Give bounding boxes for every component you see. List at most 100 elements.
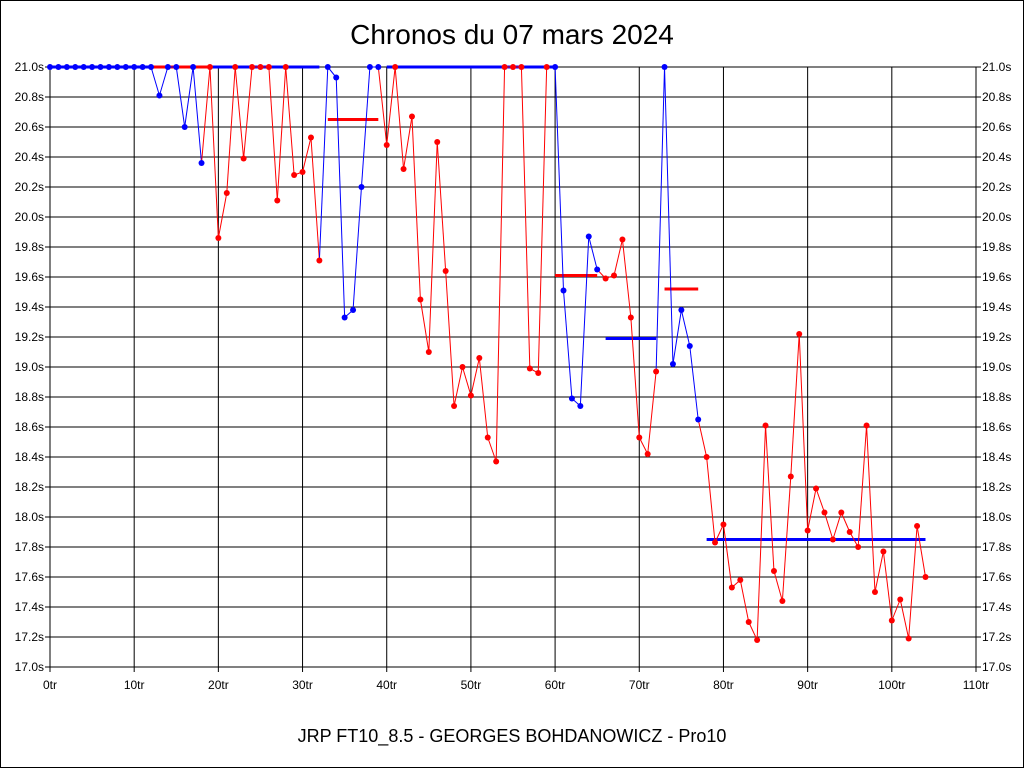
series-segment [874,551,884,593]
x-tick-label: 80tr [713,678,734,692]
y-tick-label-right: 18.8s [982,390,1011,404]
series-segment [823,512,834,540]
data-point [341,314,348,321]
data-point [72,64,79,70]
data-point [206,64,213,70]
series-segment [192,66,203,164]
series-segment [672,309,682,365]
data-point [888,617,895,624]
y-tick-label-right: 20.8s [982,90,1011,104]
data-point [619,236,626,243]
series-segment [201,66,211,164]
data-point [914,523,921,529]
data-point [400,166,407,172]
series-segment [739,579,750,623]
series-segment [537,66,548,374]
y-tick-label-left: 18.6s [15,420,44,434]
series-segment [621,239,632,318]
y-tick-label-left: 20.2s [15,180,44,194]
data-point [695,416,702,423]
series-segment [360,66,371,188]
data-point [518,64,525,70]
data-point [442,268,449,274]
data-point [240,155,247,162]
data-point [728,584,735,591]
series-segment [445,270,455,407]
series-segment [638,437,649,455]
series-segment [790,333,800,477]
data-point [173,64,180,70]
series-segment [226,66,236,194]
y-tick-label-right: 19.8s [982,240,1011,254]
data-point [114,64,121,70]
data-point [350,307,357,313]
x-tick-label: 20tr [208,678,229,692]
data-point [737,577,744,583]
series-segment [781,476,792,602]
data-point [770,568,777,574]
data-point [653,368,660,375]
series-segment [150,66,160,96]
data-point [880,548,887,555]
series-segment [411,116,421,300]
data-point [131,64,138,70]
data-point [232,64,239,70]
data-point [156,92,163,99]
data-point [80,64,87,70]
data-point [215,235,222,241]
series-segment [680,309,691,347]
y-tick-label-right: 17.4s [982,600,1011,614]
data-point [871,589,878,595]
series-segment [664,66,674,365]
series-segment [268,66,278,201]
series-segment [276,66,287,201]
data-point [89,64,96,70]
y-tick-label-right: 17.8s [982,540,1011,554]
series-segment [807,488,817,531]
series-segment [377,66,388,146]
y-tick-label-left: 18.4s [15,450,44,464]
y-tick-label-left: 19.4s [15,300,44,314]
data-point [577,403,584,409]
data-point [282,64,289,70]
x-tick-label: 30tr [292,678,313,692]
series-segment [175,66,186,128]
data-point [316,257,323,264]
data-point [602,275,609,282]
y-tick-label-right: 17.2s [982,630,1011,644]
data-point [611,272,618,279]
data-point [97,64,104,70]
data-point [754,637,761,643]
y-tick-label-right: 18.6s [982,420,1011,434]
data-point [787,473,794,480]
y-tick-label-right: 19.0s [982,360,1011,374]
data-point [661,64,668,70]
chart-subtitle: JRP FT10_8.5 - GEORGES BOHDANOWICZ - Pro… [298,726,727,747]
series-segment [352,186,362,311]
series-segment [335,77,346,318]
series-segment [765,425,775,572]
data-points [47,64,929,643]
series-segment [722,524,733,588]
data-point [897,596,904,603]
y-tick-label-left: 17.0s [15,660,44,674]
data-point [63,64,70,70]
data-point [425,349,432,355]
series-segment [436,141,447,272]
data-point [560,287,567,294]
series-segment [209,66,219,239]
y-tick-label-left: 17.2s [15,630,44,644]
data-point [105,64,112,70]
series-segment [234,66,245,159]
y-tick-label-right: 17.6s [982,570,1011,584]
series-segment [158,66,169,96]
data-point [813,485,820,492]
series-segment [386,66,396,146]
y-tick-label-left: 20.6s [15,120,44,134]
series-segment [310,137,320,261]
data-point [366,64,373,70]
y-tick-label-left: 19.6s [15,270,44,284]
data-point [307,134,314,141]
